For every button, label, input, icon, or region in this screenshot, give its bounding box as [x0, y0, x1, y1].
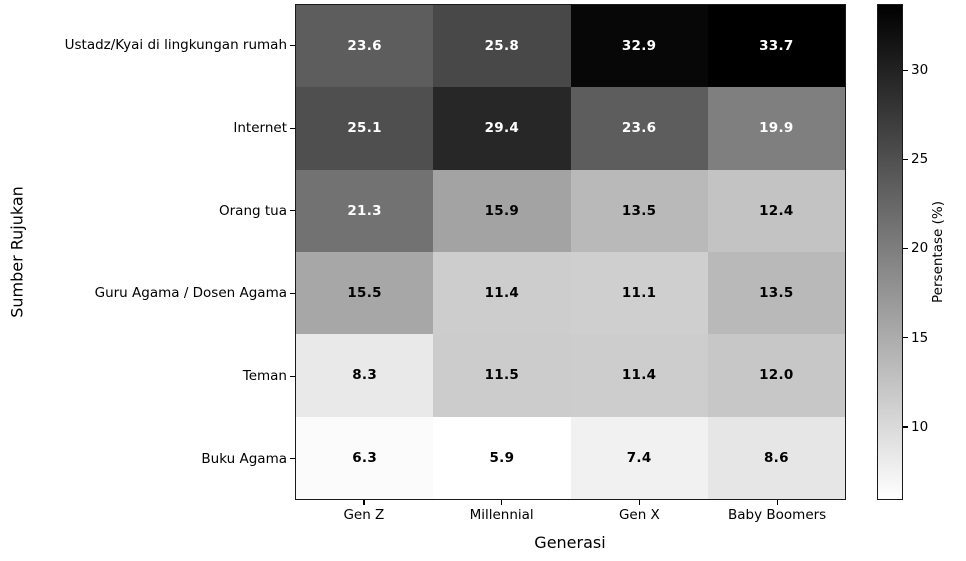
- heatmap-cell-r3-c2: 11.1: [570, 252, 708, 335]
- x-tick-mark: [363, 500, 365, 505]
- heatmap-cell-r0-c1: 25.8: [433, 5, 571, 88]
- heatmap-grid: 23.6 25.8 32.9 33.7 25.1 29.4 23.6 19.9 21.3 15.9…: [295, 4, 846, 500]
- heatmap-cell-r5-c1: 5.9: [433, 416, 571, 499]
- y-tick-label: Orang tua: [219, 202, 287, 219]
- y-tick-label: Guru Agama / Dosen Agama: [94, 285, 287, 302]
- colorbar-tick-mark: [903, 158, 908, 160]
- y-tick-mark: [290, 44, 295, 47]
- heatmap-cell-r2-c0: 21.3: [296, 169, 434, 252]
- y-tick-mark: [290, 375, 295, 377]
- colorbar-tick-label: 10: [911, 418, 929, 435]
- y-tick-mark: [290, 127, 295, 129]
- heatmap-cell-r1-c1: 29.4: [433, 87, 571, 170]
- heatmap-cell-r5-c2: 7.4: [570, 416, 708, 499]
- x-tick-label: Millennial: [469, 507, 534, 523]
- colorbar-tick-mark: [903, 337, 908, 339]
- colorbar-tick-mark: [903, 69, 908, 71]
- heatmap-cell-r5-c3: 8.6: [707, 416, 845, 499]
- heatmap-cell-r2-c1: 15.9: [433, 169, 571, 252]
- heatmap-cell-r3-c0: 15.5: [296, 252, 434, 335]
- heatmap-cell-r4-c3: 12.0: [707, 334, 845, 417]
- y-tick-mark: [290, 210, 295, 212]
- heatmap-cell-r3-c1: 11.4: [433, 252, 571, 335]
- y-tick-label: Buku Agama: [201, 450, 287, 467]
- heatmap-cell-r0-c0: 23.6: [296, 5, 434, 88]
- x-tick-label: Baby Boomers: [728, 507, 827, 523]
- colorbar-tick-mark: [903, 426, 908, 428]
- x-tick-mark: [501, 500, 503, 505]
- colorbar-tick-label: 25: [911, 151, 929, 168]
- colorbar-label: Persentase (%): [930, 201, 946, 303]
- heatmap-cell-r1-c0: 25.1: [296, 87, 434, 170]
- colorbar: [877, 4, 903, 500]
- heatmap-cell-r4-c1: 11.5: [433, 334, 571, 417]
- y-axis-label: Sumber Rujukan: [7, 186, 27, 318]
- heatmap-cell-r5-c0: 6.3: [296, 416, 434, 499]
- heatmap-cell-r1-c3: 19.9: [707, 87, 845, 170]
- colorbar-tick-mark: [903, 247, 908, 250]
- heatmap-cell-r4-c0: 8.3: [296, 334, 434, 417]
- colorbar-tick-label: 15: [911, 329, 929, 346]
- heatmap-cell-r4-c2: 11.4: [570, 334, 708, 417]
- y-tick-label: Ustadz/Kyai di lingkungan rumah: [64, 37, 287, 54]
- y-tick-label: Internet: [233, 120, 287, 136]
- heatmap-cell-r0-c3: 33.7: [707, 5, 845, 88]
- x-tick-mark: [638, 500, 641, 505]
- colorbar-tick-label: 30: [911, 62, 929, 78]
- heatmap-cell-r2-c3: 12.4: [707, 169, 845, 252]
- heatmap-cell-r3-c3: 13.5: [707, 252, 845, 335]
- heatmap-cell-r1-c2: 23.6: [570, 87, 708, 170]
- colorbar-tick-label: 20: [911, 240, 929, 257]
- x-axis-label: Generasi: [534, 533, 606, 552]
- y-tick-label: Teman: [242, 368, 287, 384]
- heatmap-cell-r0-c2: 32.9: [570, 5, 708, 88]
- y-tick-mark: [290, 458, 295, 460]
- x-tick-label: Gen Z: [343, 507, 385, 523]
- y-tick-mark: [290, 292, 295, 295]
- heatmap-cell-r2-c2: 13.5: [570, 169, 708, 252]
- x-tick-label: Gen X: [618, 507, 660, 523]
- x-tick-mark: [776, 500, 778, 505]
